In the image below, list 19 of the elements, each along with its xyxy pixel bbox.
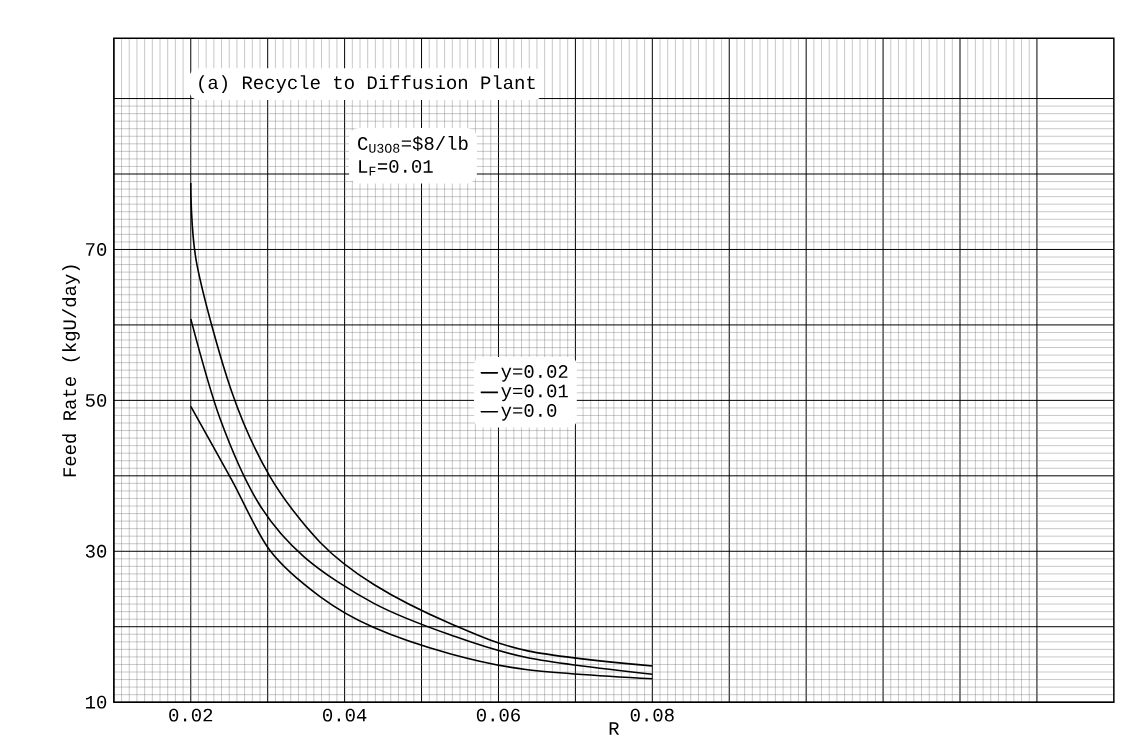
x-tick-label: 0.04: [323, 708, 367, 722]
y-axis-title: Feed Rate (kgU/day): [62, 265, 80, 477]
text: (a) Recycle to Diffusion Plant: [199, 75, 535, 93]
legend-label: y=0.0: [501, 404, 557, 421]
line-series: [189, 182, 654, 667]
line-series: [189, 318, 654, 676]
x-tick-label: 0.06: [476, 708, 520, 722]
annotation: C$_{U3O8}$=$8/lb: [358, 136, 468, 153]
annotation: L$_{F}$=0.01: [359, 160, 433, 176]
line-series: [189, 405, 654, 680]
legend-label: y=0.01: [501, 384, 568, 402]
y-tick-label: 50: [85, 393, 107, 407]
x-tick-label: 0.08: [630, 708, 674, 722]
y-tick-label: 70: [86, 243, 107, 256]
y-tick-label: 10: [86, 695, 107, 709]
y-tick-label: 30: [85, 544, 107, 558]
legend-label: y=0.02: [501, 365, 568, 382]
x-axis-title: R: [609, 722, 620, 735]
x-tick-label: 0.02: [169, 708, 213, 722]
